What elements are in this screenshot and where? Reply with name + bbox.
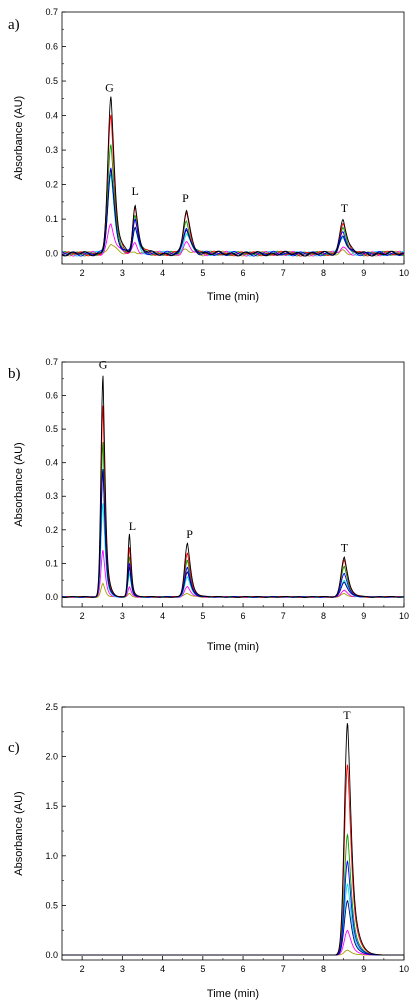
x-tick-label: 9 <box>361 268 366 278</box>
y-tick-label: 0.5 <box>45 424 58 434</box>
panel-label: b) <box>8 366 21 382</box>
y-tick-label: 0.4 <box>45 111 58 121</box>
y-tick-label: 0.0 <box>45 592 58 602</box>
x-tick-label: 4 <box>160 611 165 621</box>
x-tick-label: 2 <box>80 964 85 974</box>
series-line-1 <box>62 723 404 956</box>
y-axis-label: Absorbance (AU) <box>13 791 25 875</box>
peak-label-L: L <box>129 519 136 533</box>
peak-label-T: T <box>341 541 349 555</box>
series-line-5 <box>62 173 404 257</box>
x-axis-label: Time (min) <box>207 291 259 303</box>
series-line-3 <box>62 833 404 956</box>
series-line-8 <box>62 469 404 598</box>
x-tick-label: 8 <box>321 964 326 974</box>
x-tick-label: 10 <box>399 268 409 278</box>
traces <box>62 723 404 956</box>
y-tick-label: 1.0 <box>45 851 58 861</box>
y-tick-label: 0.0 <box>45 249 58 259</box>
traces <box>62 96 404 257</box>
x-tick-label: 10 <box>399 964 409 974</box>
peak-label-L: L <box>132 184 139 198</box>
y-tick-label: 0.7 <box>45 357 58 367</box>
x-tick-label: 3 <box>120 964 125 974</box>
y-tick-label: 0.6 <box>45 42 58 52</box>
series-line-7 <box>62 949 404 956</box>
chart-panel-c: 2 3 4 5 6 7 8 9 10 0.0 0.5 1.0 1.5 2.0 2.5 Time (min) Ab… <box>8 702 409 1000</box>
plot-frame <box>61 361 405 608</box>
x-tick-label: 4 <box>160 268 165 278</box>
panel-label: c) <box>8 740 20 756</box>
panel-label: a) <box>8 17 20 33</box>
y-tick-label: 0.0 <box>45 950 58 960</box>
y-tick-label: 2.0 <box>45 752 58 762</box>
y-tick-label: 0.1 <box>45 214 58 224</box>
x-tick-label: 2 <box>80 611 85 621</box>
x-tick-label: 2 <box>80 268 85 278</box>
peak-label-G: G <box>99 358 108 372</box>
peak-label-T: T <box>341 201 349 215</box>
series-line-3 <box>62 442 404 598</box>
y-tick-label: 0.2 <box>45 180 58 190</box>
x-tick-label: 10 <box>399 611 409 621</box>
peak-label-P: P <box>186 527 193 541</box>
x-tick-label: 8 <box>321 268 326 278</box>
x-axis-label: Time (min) <box>207 641 259 653</box>
series-line-1 <box>62 375 404 598</box>
plot-frame <box>61 11 405 265</box>
series-line-2 <box>62 405 404 598</box>
x-tick-label: 9 <box>361 611 366 621</box>
x-tick-label: 4 <box>160 964 165 974</box>
x-tick-label: 9 <box>361 964 366 974</box>
y-axis-label: Absorbance (AU) <box>13 442 25 526</box>
peak-label-P: P <box>182 191 189 205</box>
x-tick-label: 7 <box>281 611 286 621</box>
x-tick-label: 5 <box>200 611 205 621</box>
x-axis-label: Time (min) <box>207 988 259 1000</box>
x-tick-label: 3 <box>120 611 125 621</box>
x-tick-label: 5 <box>200 964 205 974</box>
series-line-4 <box>62 469 404 598</box>
y-tick-label: 0.4 <box>45 458 58 468</box>
x-tick-label: 6 <box>241 268 246 278</box>
y-axis-label: Absorbance (AU) <box>13 96 25 180</box>
series-line-1 <box>62 96 404 257</box>
y-tick-label: 1.5 <box>45 801 58 811</box>
y-tick-label: 0.5 <box>45 900 58 910</box>
y-tick-label: 0.2 <box>45 525 58 535</box>
x-tick-label: 7 <box>281 268 286 278</box>
x-tick-label: 3 <box>120 268 125 278</box>
x-tick-label: 6 <box>241 964 246 974</box>
peak-label-T: T <box>343 708 351 722</box>
y-tick-label: 0.3 <box>45 491 58 501</box>
peak-label-G: G <box>105 80 114 94</box>
plot-frame <box>61 706 405 961</box>
traces <box>62 375 404 598</box>
y-tick-label: 0.6 <box>45 391 58 401</box>
y-tick-label: 0.3 <box>45 145 58 155</box>
series-line-3 <box>62 144 404 257</box>
chart-panel-a: 2 3 4 5 6 7 8 9 10 0.0 0.1 0.2 0.3 0.4 0.5 0.6 0.7 Time (… <box>8 7 409 303</box>
chart-panel-b: 2 3 4 5 6 7 8 9 10 0.0 0.1 0.2 0.3 0.4 0.5 0.6 0.7 Time (… <box>8 357 409 653</box>
x-tick-label: 7 <box>281 964 286 974</box>
y-tick-label: 2.5 <box>45 702 58 712</box>
y-tick-label: 0.7 <box>45 7 58 17</box>
y-tick-label: 0.5 <box>45 76 58 86</box>
y-tick-label: 0.1 <box>45 558 58 568</box>
series-line-5 <box>62 503 404 598</box>
x-tick-label: 8 <box>321 611 326 621</box>
x-tick-label: 5 <box>200 268 205 278</box>
x-tick-label: 6 <box>241 611 246 621</box>
